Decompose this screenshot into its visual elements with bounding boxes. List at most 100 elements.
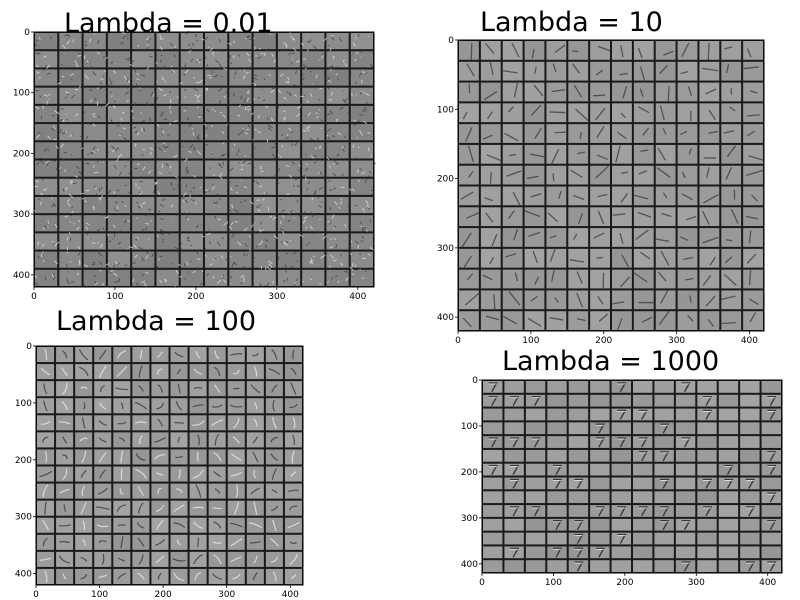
filter-tile (655, 186, 676, 206)
filter-tile (189, 500, 207, 516)
filter-tile (180, 105, 204, 123)
filter-tile (483, 518, 503, 531)
filter-tile (524, 41, 545, 60)
filter-tile (761, 449, 781, 462)
filter-tile (480, 228, 501, 247)
filter-tile (56, 415, 74, 431)
filter-tile (35, 87, 58, 105)
filter-tile (504, 532, 524, 545)
filter-tile (277, 160, 302, 179)
filter-tile (743, 268, 763, 289)
filter-tile (654, 560, 674, 572)
filter-tile (654, 394, 674, 407)
filter-tile (504, 449, 524, 462)
filter-tile (253, 251, 276, 271)
filter-tile (277, 251, 301, 268)
filter-tile (56, 551, 74, 567)
filter-tile (132, 381, 150, 397)
filter-tile (743, 144, 763, 164)
filter-tile (740, 436, 760, 448)
filter-tile (229, 51, 252, 68)
filter-tile (132, 449, 150, 465)
filter-tile (156, 194, 179, 214)
filter-tile (761, 546, 781, 559)
y-tick-label: 300 (437, 244, 454, 254)
filter-tile (156, 105, 179, 123)
filter-tile (721, 61, 742, 81)
y-tick-label: 200 (15, 456, 32, 466)
filter-tile (740, 477, 760, 490)
filter-tile (699, 186, 720, 206)
filter-tile (326, 51, 349, 70)
filter-tile (56, 500, 74, 516)
filter-tile (546, 124, 567, 143)
filter-tile (590, 269, 610, 290)
filter-tile (203, 174, 228, 195)
filter-tile (252, 69, 276, 87)
filter-tile (459, 207, 479, 227)
filter-tile (156, 160, 179, 179)
filter-tile (720, 290, 742, 310)
filter-tile (546, 41, 567, 60)
filter-tile (675, 505, 696, 517)
filter-tile (633, 491, 653, 504)
filter-tile (132, 87, 155, 106)
filter-tile (56, 449, 74, 465)
filter-tile (107, 196, 131, 214)
filter-tile (675, 381, 696, 393)
filter-tile (302, 176, 325, 197)
filter-tile (37, 568, 55, 584)
filter-tile (502, 103, 523, 123)
filter-tile (590, 518, 610, 531)
filter-tile (189, 483, 207, 499)
filter-tile (547, 546, 567, 559)
filter-tile (203, 232, 228, 250)
filter-tile (699, 144, 720, 164)
filter-tile (654, 408, 674, 421)
filter-tile (284, 517, 302, 533)
filter-tile (81, 194, 106, 214)
y-tick-label: 200 (437, 175, 454, 185)
filter-tile (590, 394, 610, 407)
filter-tile (546, 228, 567, 247)
filter-tile (590, 477, 610, 490)
filter-tile (483, 532, 503, 545)
filter-tile (227, 449, 245, 465)
filter-tile (743, 228, 763, 247)
filter-tile (277, 30, 301, 52)
filter-tile (170, 415, 188, 431)
filter-tile (59, 142, 84, 160)
filter-tile (350, 87, 373, 105)
filter-tile (504, 408, 524, 421)
filter-tile (284, 534, 302, 550)
filter-tile (677, 269, 698, 289)
filter-tile (525, 505, 546, 517)
filter-tile (502, 124, 523, 143)
filter-tile (459, 311, 479, 330)
filter-tile (654, 381, 674, 393)
filter-tile (677, 186, 698, 206)
filter-tile (302, 213, 325, 232)
filter-tile (612, 248, 632, 268)
filter-tile (208, 449, 226, 465)
filter-tile (699, 61, 720, 81)
filter-tile (37, 415, 55, 431)
filter-tile (302, 49, 327, 68)
filter-tile (229, 233, 252, 252)
filter-tile (480, 103, 501, 123)
filter-tile (718, 532, 739, 545)
filter-tile (612, 207, 632, 227)
filter-tile (151, 364, 169, 380)
filter-tile (699, 124, 720, 143)
filter-tile (56, 432, 74, 448)
filter-tile (227, 483, 245, 499)
filter-tile (94, 398, 112, 414)
filter-tile (284, 432, 302, 448)
filter-tile (75, 534, 93, 550)
filter-tile (612, 144, 632, 164)
x-tick-label: 100 (106, 292, 123, 302)
filter-tile (740, 518, 760, 531)
filter-tile (547, 532, 567, 545)
filter-tile (590, 491, 610, 504)
filter-tile (721, 165, 742, 185)
